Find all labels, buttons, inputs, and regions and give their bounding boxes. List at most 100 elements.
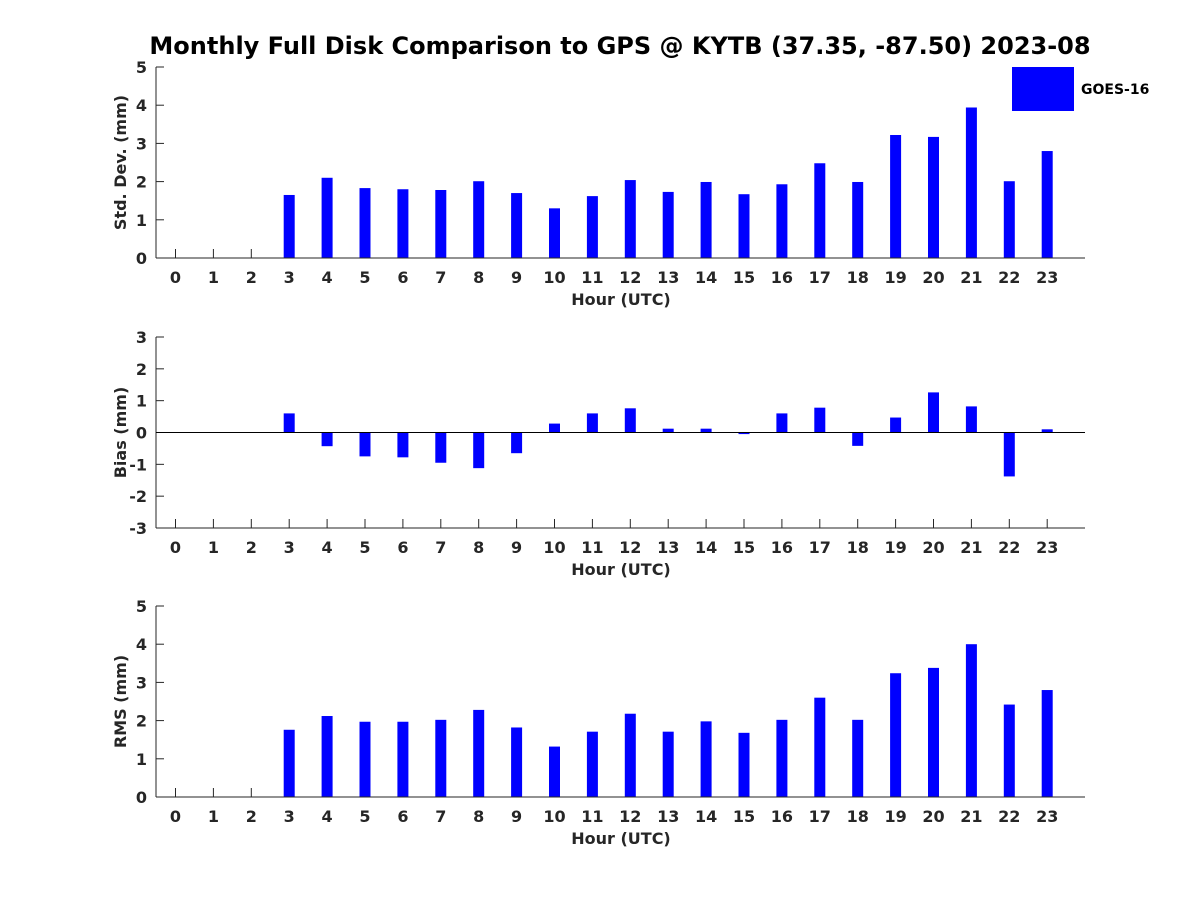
x-tick-label: 1 (208, 807, 219, 826)
y-tick-label: 1 (136, 750, 147, 769)
bar-hour-3 (283, 729, 295, 797)
x-tick-label: 13 (657, 268, 679, 287)
bar-hour-4 (321, 716, 333, 797)
bar-hour-11 (586, 731, 598, 797)
x-tick-label: 12 (619, 807, 641, 826)
bar-hour-16 (776, 184, 788, 258)
bar-hour-8 (473, 181, 485, 258)
x-tick-label: 19 (884, 807, 906, 826)
x-tick-label: 13 (657, 807, 679, 826)
x-tick-label: 3 (284, 807, 295, 826)
x-tick-label: 23 (1036, 268, 1058, 287)
bar-hour-12 (624, 713, 636, 797)
bar-hour-20 (928, 136, 939, 258)
bar-hour-18 (852, 181, 864, 258)
bar-hour-21 (965, 644, 977, 797)
x-tick-label: 15 (733, 268, 755, 287)
bar-hour-6 (397, 189, 409, 258)
x-tick-label: 9 (511, 268, 522, 287)
x-tick-label: 1 (208, 538, 219, 557)
x-tick-label: 5 (359, 538, 370, 557)
bar-hour-20 (928, 392, 939, 433)
bar-hour-14 (700, 181, 712, 258)
bar-hour-5 (359, 432, 371, 457)
y-tick-label: -3 (129, 519, 147, 538)
x-tick-label: 7 (435, 538, 446, 557)
bar-hour-10 (549, 746, 560, 797)
bar-hour-8 (473, 709, 485, 797)
bar-hour-4 (321, 432, 333, 447)
x-axis-label: Hour (UTC) (571, 560, 671, 579)
bar-hour-7 (435, 432, 447, 463)
y-tick-label: 1 (136, 392, 147, 411)
bar-hour-13 (662, 731, 674, 797)
x-tick-label: 6 (397, 538, 408, 557)
x-tick-label: 2 (246, 538, 257, 557)
x-tick-label: 12 (619, 538, 641, 557)
bar-hour-16 (776, 719, 788, 797)
bar-hour-7 (435, 719, 447, 797)
x-tick-label: 18 (847, 807, 869, 826)
x-tick-label: 22 (998, 538, 1020, 557)
x-tick-label: 3 (284, 268, 295, 287)
bar-hour-20 (928, 667, 939, 797)
bar-hour-12 (624, 180, 636, 258)
x-axis-label: Hour (UTC) (571, 829, 671, 848)
bar-hour-5 (359, 721, 371, 797)
legend-label: GOES-16 (1081, 82, 1149, 98)
y-tick-label: 3 (136, 673, 147, 692)
x-tick-label: 6 (397, 807, 408, 826)
bar-hour-6 (397, 721, 409, 797)
bar-hour-5 (359, 188, 371, 258)
chart-title: Monthly Full Disk Comparison to GPS @ KY… (149, 32, 1090, 60)
x-tick-label: 16 (771, 807, 793, 826)
legend-swatch (1012, 67, 1074, 111)
x-tick-label: 0 (170, 538, 181, 557)
bar-hour-22 (1003, 432, 1015, 477)
x-tick-label: 10 (543, 807, 565, 826)
bar-hour-15 (738, 732, 750, 797)
x-tick-label: 13 (657, 538, 679, 557)
bar-hour-13 (662, 191, 674, 258)
x-tick-label: 9 (511, 538, 522, 557)
x-tick-label: 2 (246, 807, 257, 826)
x-tick-label: 19 (884, 538, 906, 557)
y-tick-label: -2 (129, 487, 147, 506)
bar-hour-3 (283, 413, 295, 433)
bar-hour-9 (511, 193, 523, 258)
bar-hour-4 (321, 177, 333, 258)
bar-hour-18 (852, 432, 864, 446)
x-tick-label: 8 (473, 538, 484, 557)
y-axis-label: Std. Dev. (mm) (111, 95, 130, 230)
bar-hour-17 (814, 163, 826, 258)
x-tick-label: 7 (435, 807, 446, 826)
bar-hour-11 (586, 413, 598, 433)
x-tick-label: 17 (809, 268, 831, 287)
bar-hour-9 (511, 727, 523, 797)
x-tick-label: 23 (1036, 538, 1058, 557)
y-axis-label: RMS (mm) (111, 655, 130, 748)
x-axis-label: Hour (UTC) (571, 290, 671, 309)
x-tick-label: 2 (246, 268, 257, 287)
bar-hour-10 (549, 208, 560, 258)
y-tick-label: 0 (136, 788, 147, 807)
bar-hour-13 (662, 428, 674, 433)
y-tick-label: 3 (136, 134, 147, 153)
bar-hour-9 (511, 432, 523, 454)
bar-hour-17 (814, 697, 826, 797)
x-tick-label: 1 (208, 268, 219, 287)
x-tick-label: 16 (771, 268, 793, 287)
x-tick-label: 16 (771, 538, 793, 557)
bar-hour-19 (890, 134, 902, 258)
x-tick-label: 5 (359, 268, 370, 287)
x-tick-label: 0 (170, 807, 181, 826)
x-tick-label: 14 (695, 807, 717, 826)
x-tick-label: 12 (619, 268, 641, 287)
x-tick-label: 22 (998, 268, 1020, 287)
x-tick-label: 4 (322, 268, 333, 287)
bar-hour-21 (965, 406, 977, 433)
bar-hour-14 (700, 721, 712, 797)
x-tick-label: 22 (998, 807, 1020, 826)
